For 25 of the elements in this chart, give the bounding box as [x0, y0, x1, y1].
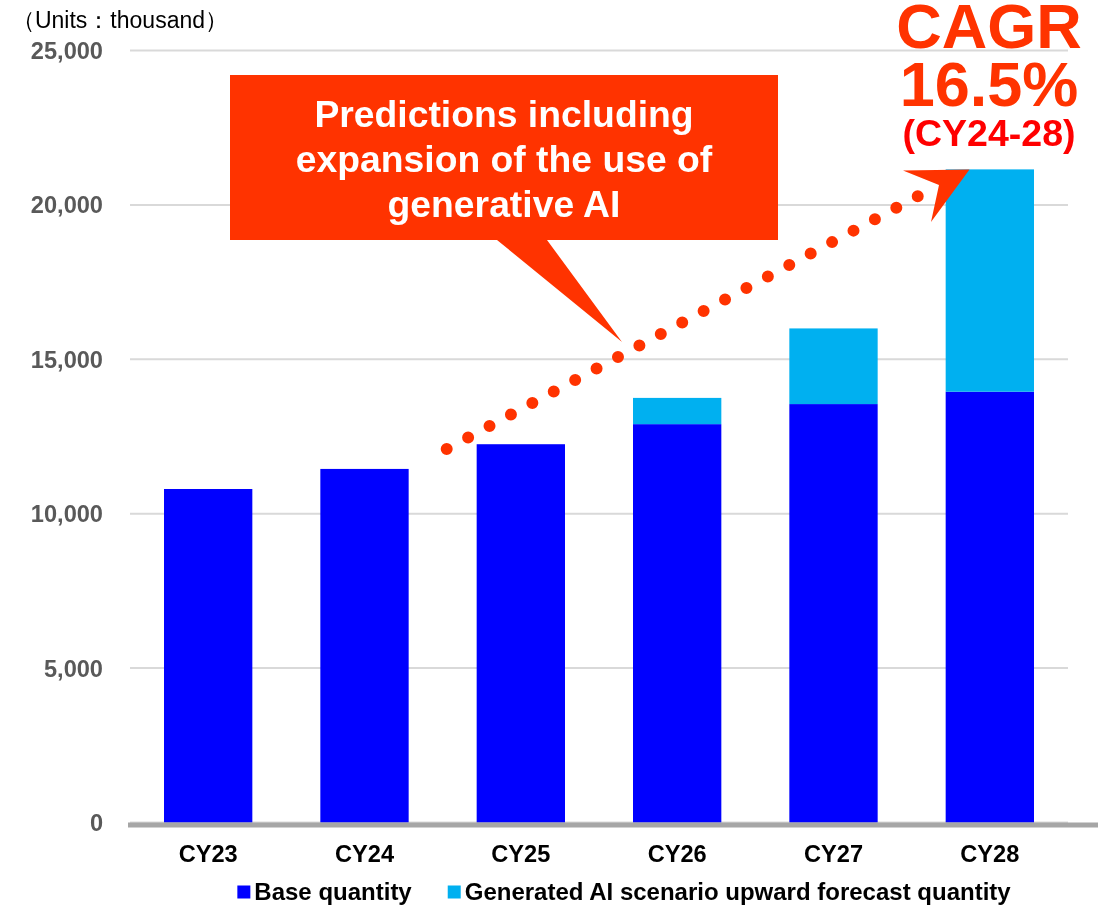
x-tick-label: CY23	[178, 841, 238, 867]
text: （Units：thousand）	[11, 7, 229, 33]
y-tick-label: 10,000	[30, 501, 103, 528]
bar	[945, 169, 1034, 392]
bar	[789, 328, 878, 405]
x-tick-label: CY24	[334, 841, 395, 867]
x-tick-label: CY25	[491, 841, 551, 867]
y-tick-label: 15,000	[30, 346, 103, 373]
legend-label: Base quantity	[254, 877, 413, 905]
x-tick-label: CY26	[647, 841, 707, 867]
x-tick-label: CY27	[803, 841, 864, 867]
bar	[633, 424, 722, 823]
y-tick-label: 0	[89, 810, 103, 836]
annotation: Predictions including expansion of the use of generative AI	[295, 93, 713, 225]
bar	[320, 468, 409, 823]
y-tick-label: 20,000	[30, 192, 103, 219]
y-tick-label: 25,000	[30, 38, 103, 64]
bar	[789, 404, 878, 823]
bar	[633, 397, 722, 425]
bar	[945, 391, 1034, 823]
x-tick-label: CY28	[960, 841, 1020, 867]
y-tick-label: 5,000	[43, 655, 103, 682]
bar	[164, 489, 253, 823]
bar	[476, 444, 565, 823]
legend-label: Generated AI scenario upward forecast quantity	[464, 877, 1012, 905]
